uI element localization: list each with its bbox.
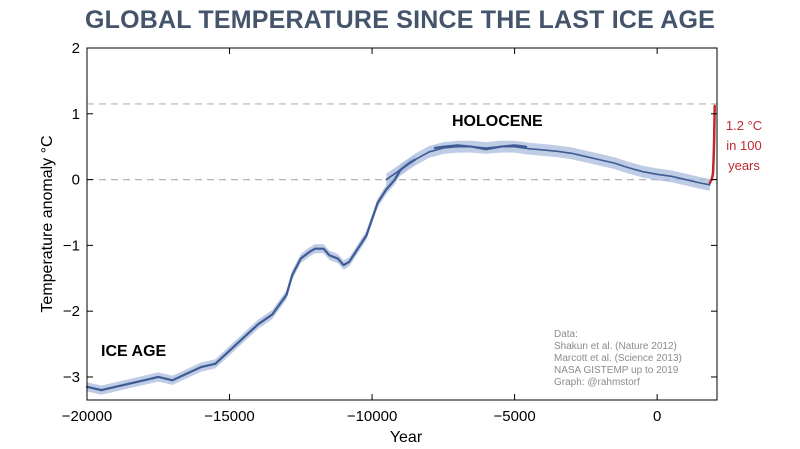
series-line-1 bbox=[385, 145, 711, 186]
x-tick-label-4: 0 bbox=[653, 408, 661, 425]
source-notes: Data: Shakun et al. (Nature 2012) Marcot… bbox=[554, 329, 682, 388]
warming-line-1: 1.2 °C bbox=[726, 118, 762, 133]
y-axis-label: Temperature anomaly °C bbox=[39, 135, 56, 312]
y-tick-label-0: 2 bbox=[72, 40, 80, 57]
source-line-1: Data: bbox=[554, 329, 578, 340]
plot-area bbox=[87, 48, 717, 400]
modern-warming-line bbox=[708, 104, 716, 185]
y-tick-label-5: −3 bbox=[63, 369, 80, 386]
source-line-2: Shakun et al. (Nature 2012) bbox=[554, 341, 677, 352]
reference-lines bbox=[87, 103, 717, 181]
ice-age-label: ICE AGE bbox=[101, 343, 167, 360]
y-tick-label-3: −1 bbox=[63, 237, 80, 254]
series-line-0 bbox=[85, 158, 416, 392]
warming-line-3: years bbox=[728, 158, 760, 173]
x-axis-label: Year bbox=[390, 429, 423, 446]
plot-frame bbox=[86, 47, 718, 401]
y-tick-label-4: −2 bbox=[63, 303, 80, 320]
y-tick-label-1: 1 bbox=[72, 106, 80, 123]
x-tick-label-3: −5000 bbox=[494, 408, 536, 425]
x-tick-label-1: −15000 bbox=[204, 408, 254, 425]
holocene-label: HOLOCENE bbox=[452, 113, 543, 130]
source-line-5: Graph: @rahmstorf bbox=[554, 377, 640, 388]
chart-title: GLOBAL TEMPERATURE SINCE THE LAST ICE AG… bbox=[85, 6, 715, 34]
series-lines bbox=[85, 104, 716, 392]
x-axis: −20000 −15000 −10000 −5000 0 bbox=[62, 48, 661, 425]
source-line-4: NASA GISTEMP up to 2019 bbox=[554, 365, 679, 376]
y-axis: 2 1 0 −1 −2 −3 bbox=[63, 40, 717, 386]
warming-line-2: in 100 bbox=[726, 138, 761, 153]
x-tick-label-2: −10000 bbox=[347, 408, 397, 425]
source-line-3: Marcott et al. (Science 2013) bbox=[554, 353, 682, 364]
warming-annotation: 1.2 °C in 100 years bbox=[726, 118, 762, 173]
x-tick-label-0: −20000 bbox=[62, 408, 112, 425]
series-line-2 bbox=[433, 144, 528, 151]
y-tick-label-2: 0 bbox=[72, 172, 80, 189]
